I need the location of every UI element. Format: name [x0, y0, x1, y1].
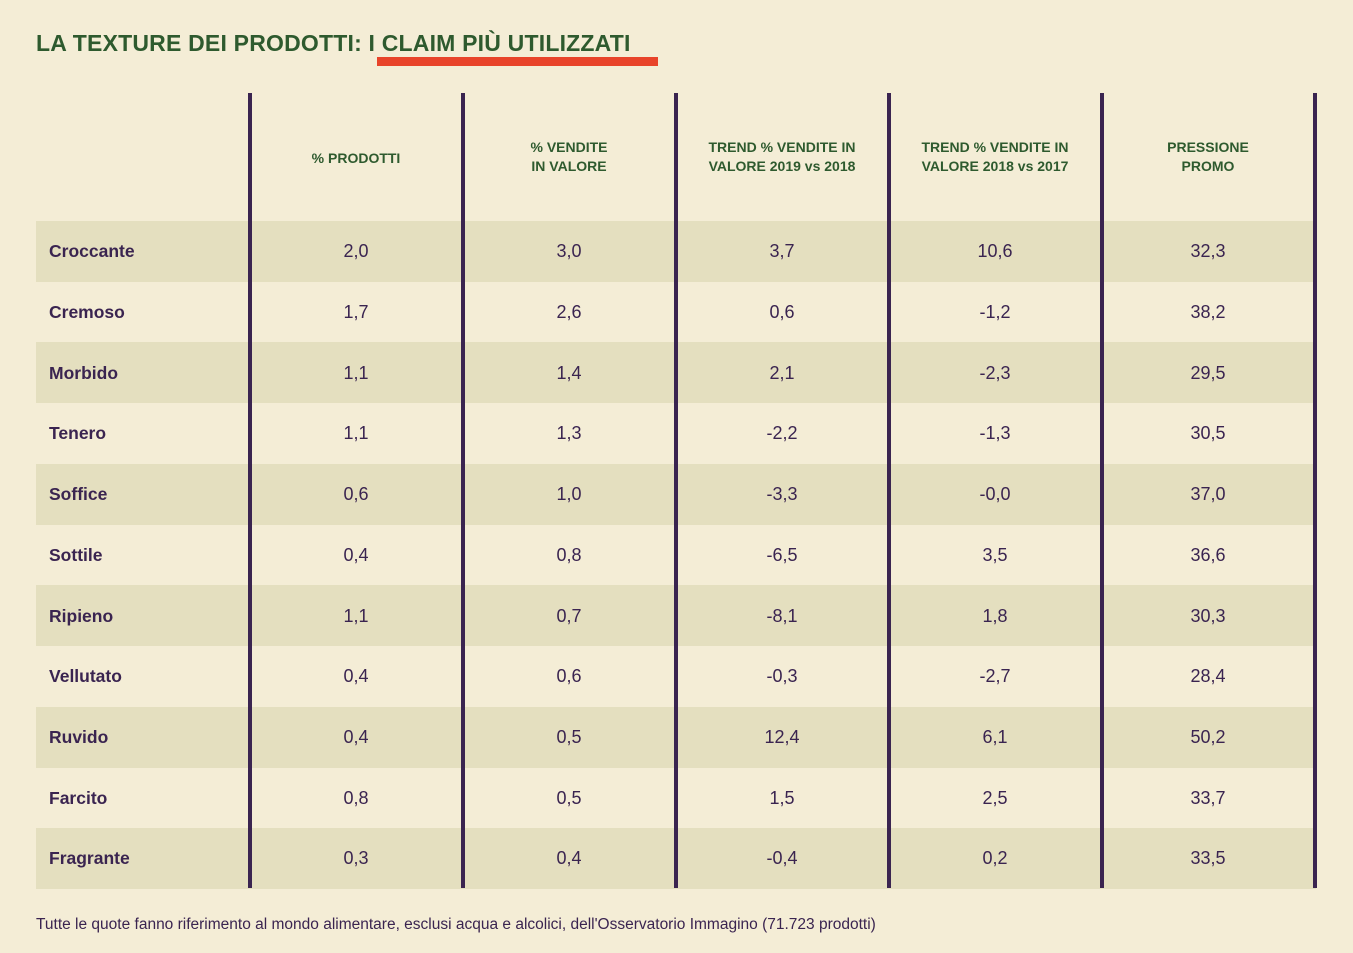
column-divider [887, 93, 891, 888]
table-cell: 33,5 [1190, 848, 1226, 869]
row-label: Farcito [49, 787, 108, 808]
table-cell: 1,1 [343, 362, 369, 383]
table-cell: 0,5 [556, 726, 582, 747]
table-cell: -0,0 [979, 484, 1011, 505]
table-cell: 0,4 [556, 848, 582, 869]
table-cell: 0,2 [982, 848, 1008, 869]
table-cell: -1,3 [979, 423, 1011, 444]
table-cell: 0,4 [343, 544, 369, 565]
table-cell: 3,0 [556, 241, 582, 262]
column-header: % PRODOTTI [311, 150, 401, 166]
table-cell: 0,8 [343, 787, 369, 808]
table-cell: -1,2 [979, 302, 1011, 323]
table-cell: 36,6 [1190, 544, 1226, 565]
table-cell: 0,6 [343, 484, 369, 505]
column-header: TREND % VENDITE IN VALORE 2019 vs 2018 [708, 139, 856, 174]
column-divider [1313, 93, 1317, 888]
row-label: Croccante [49, 241, 135, 262]
table-cell: 1,1 [343, 605, 369, 626]
row-label: Ruvido [49, 726, 109, 747]
table-cell: -6,5 [766, 544, 798, 565]
table-cell: -2,3 [979, 362, 1011, 383]
table-cell: 0,7 [556, 605, 582, 626]
table-cell: 33,7 [1190, 787, 1226, 808]
table-cell: 32,3 [1190, 241, 1226, 262]
title-highlight: I CLAIM PIÙ UTILIZZATI [368, 30, 631, 56]
table-cell: 0,6 [556, 666, 582, 687]
column-divider [461, 93, 465, 888]
column-divider [248, 93, 252, 888]
column-divider [1100, 93, 1104, 888]
table-cell: 30,5 [1190, 423, 1226, 444]
row-label: Fragrante [49, 848, 130, 869]
column-header: % VENDITE IN VALORE [530, 139, 608, 174]
table-cell: 50,2 [1190, 726, 1226, 747]
column-header: TREND % VENDITE IN VALORE 2018 vs 2017 [921, 139, 1069, 174]
table-cell: 6,1 [982, 726, 1008, 747]
row-label: Morbido [49, 362, 119, 383]
table-cell: 2,0 [343, 241, 369, 262]
table-cell: -8,1 [766, 605, 798, 626]
row-label: Tenero [49, 423, 107, 444]
table-cell: 3,7 [769, 241, 795, 262]
table-cell: 2,1 [769, 362, 795, 383]
table-cell: 28,4 [1190, 666, 1226, 687]
table-cell: 29,5 [1190, 362, 1226, 383]
table-cell: 0,6 [769, 302, 795, 323]
table-cell: 0,4 [343, 666, 369, 687]
table-cell: 1,5 [769, 787, 795, 808]
page-title: LA TEXTURE DEI PRODOTTI: I CLAIM PIÙ UTI… [36, 30, 631, 57]
column-divider [674, 93, 678, 888]
table-cell: -2,2 [766, 423, 798, 444]
table-cell: 0,4 [343, 726, 369, 747]
table-cell: -3,3 [766, 484, 798, 505]
table-cell: 3,5 [982, 544, 1008, 565]
table-cell: 12,4 [764, 726, 800, 747]
table-cell: 10,6 [977, 241, 1013, 262]
row-label: Cremoso [49, 302, 125, 323]
table-cell: 1,1 [343, 423, 369, 444]
table-cell: 1,8 [982, 605, 1008, 626]
table-cell: 2,6 [556, 302, 582, 323]
table-cell: -0,3 [766, 666, 798, 687]
row-label: Sottile [49, 544, 103, 565]
table-cell: 0,8 [556, 544, 582, 565]
title-underline [377, 57, 658, 66]
table-cell: 30,3 [1190, 605, 1226, 626]
row-label: Soffice [49, 484, 108, 505]
table-cell: -2,7 [979, 666, 1011, 687]
column-header: PRESSIONE PROMO [1167, 139, 1249, 174]
row-label: Ripieno [49, 605, 114, 626]
table-cell: 0,3 [343, 848, 369, 869]
table-cell: 1,3 [556, 423, 582, 444]
table-cell: -0,4 [766, 848, 798, 869]
table-cell: 37,0 [1190, 484, 1226, 505]
title-prefix: LA TEXTURE DEI PRODOTTI: [36, 30, 369, 56]
footnote: Tutte le quote fanno riferimento al mond… [36, 916, 876, 933]
table-cell: 0,5 [556, 787, 582, 808]
table-cell: 38,2 [1190, 302, 1226, 323]
row-label: Vellutato [49, 666, 122, 687]
table-cell: 1,4 [556, 362, 582, 383]
table-cell: 1,0 [556, 484, 582, 505]
table-cell: 1,7 [343, 302, 369, 323]
table-cell: 2,5 [982, 787, 1008, 808]
